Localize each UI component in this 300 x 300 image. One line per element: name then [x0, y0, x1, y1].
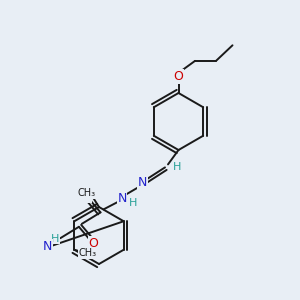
Text: CH₃: CH₃: [79, 248, 97, 258]
Text: O: O: [174, 70, 183, 83]
Text: N: N: [117, 191, 127, 205]
Text: H: H: [51, 234, 59, 244]
Text: O: O: [88, 237, 98, 250]
Text: N: N: [138, 176, 147, 190]
Text: H: H: [129, 198, 138, 208]
Text: N: N: [43, 240, 52, 253]
Text: H: H: [172, 162, 181, 172]
Text: CH₃: CH₃: [78, 188, 96, 199]
Text: O: O: [81, 189, 91, 203]
